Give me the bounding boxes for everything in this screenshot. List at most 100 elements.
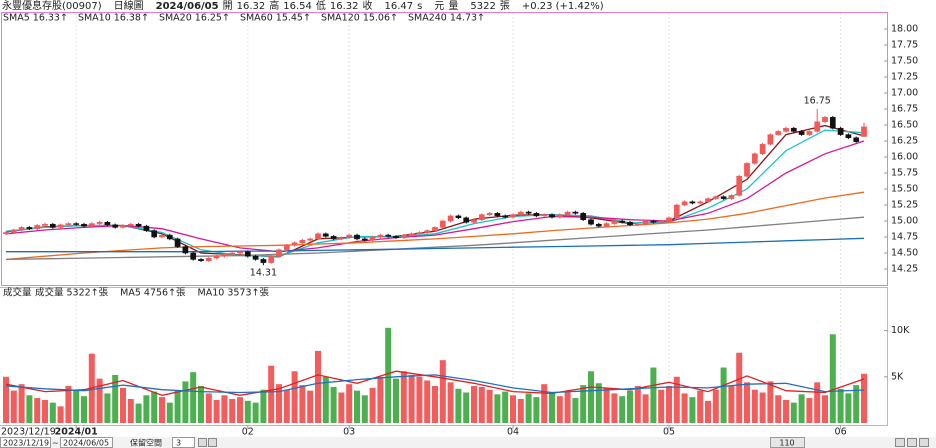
volume-bar [611, 393, 618, 423]
candle-body [361, 238, 368, 241]
y-tick-label: 18.00 [891, 24, 918, 35]
volume-bar [81, 396, 87, 423]
volume-bar [517, 398, 524, 423]
candle-body [377, 234, 384, 238]
x-tick-label: 06 [835, 427, 847, 438]
zoom-in-button[interactable] [198, 438, 207, 447]
candle-body [494, 213, 501, 217]
candle-body [104, 222, 111, 226]
candle-body [369, 236, 376, 241]
volume-bar [385, 327, 392, 423]
volume-bar [244, 400, 251, 423]
y-tick-label: 5K [891, 371, 904, 382]
candle-body [471, 219, 477, 223]
volume-bar [541, 384, 548, 423]
y-tick-label: 17.00 [891, 88, 918, 99]
volume-bar [642, 394, 649, 423]
candle-body [595, 223, 602, 227]
header: 永豐優息存股(00907) 日線圖 2024/06/05 開 16.32 高 16.54 低 1… [2, 0, 604, 12]
legend-name: SMA240 [408, 13, 447, 24]
volume-bar [705, 400, 711, 423]
candle-body [18, 227, 25, 231]
legend-name: MA5 [120, 288, 141, 299]
volume-bar [736, 352, 743, 423]
zoom-out-button[interactable] [208, 438, 217, 447]
candle-body [10, 229, 17, 233]
candle-body [541, 214, 548, 217]
candle-body [822, 117, 828, 123]
volume-bar [3, 376, 9, 423]
volume-bar [96, 378, 103, 423]
volume-bar [377, 376, 384, 423]
legend-value: 16.25↑ [195, 13, 230, 24]
candle-body [322, 233, 329, 237]
volume-bar [268, 365, 275, 423]
legend-value: 5322↑張 [67, 288, 109, 299]
volume-bar [346, 384, 353, 423]
candle-body [96, 222, 103, 224]
volume-bar [697, 390, 704, 423]
ma-line [5, 216, 865, 261]
volume-bar [790, 402, 797, 423]
candle-body [190, 252, 197, 260]
volume-bar [190, 372, 197, 423]
candle-body [853, 137, 860, 142]
candle-body [408, 233, 415, 236]
settings-button[interactable] [919, 438, 929, 447]
candle-body [385, 234, 392, 237]
header-item: 日線圖 [114, 0, 144, 12]
candle-body [143, 225, 150, 231]
volume-bar [229, 398, 236, 423]
volume-bar [198, 386, 204, 423]
scroll-left-button[interactable] [895, 438, 905, 447]
x-tick-label: 2023/12/19 [1, 427, 56, 438]
volume-bar [853, 385, 860, 423]
header-item: 量 [448, 0, 458, 12]
candle-body [829, 117, 836, 129]
volume-bar [120, 387, 126, 423]
candle-body [634, 223, 641, 226]
volume-bar [49, 402, 56, 423]
candle-body [260, 259, 267, 263]
volume-bar [798, 394, 805, 423]
volume-bar [315, 350, 321, 423]
volume-bar [619, 396, 626, 423]
volume-bar [361, 395, 368, 423]
volume-bar [393, 378, 399, 423]
candle-body [88, 223, 95, 227]
from-date: 2023/12/19 [3, 439, 49, 448]
candle-body [775, 131, 782, 135]
volume-bar [650, 367, 657, 423]
candle-body [276, 249, 282, 257]
volume-bar [299, 385, 306, 423]
volume-bar [135, 403, 142, 423]
y-tick-label: 10K [891, 325, 910, 336]
header-item: 5322 [470, 1, 495, 12]
legend-name: 成交量 [35, 287, 64, 299]
candle-body [57, 224, 64, 228]
footer-bar [0, 437, 936, 448]
keep-label: 保留空間 [130, 438, 162, 448]
candle-body [533, 213, 540, 217]
legend-name: SMA5 [3, 13, 30, 24]
candle-body [783, 127, 789, 132]
y-tick-label: 16.00 [891, 152, 918, 163]
candle-body [439, 220, 446, 228]
candle-body [517, 211, 524, 215]
candle-body [619, 220, 626, 223]
candle-body [166, 234, 173, 240]
candle-body [120, 225, 126, 228]
candle-body [315, 233, 321, 240]
volume-bar [205, 393, 212, 423]
candle-body [447, 215, 454, 222]
volume-bar [486, 389, 493, 423]
y-tick-label: 14.50 [891, 248, 918, 259]
candle-body [205, 257, 212, 261]
scroll-right-button[interactable] [907, 438, 917, 447]
x-tick-label: 04 [507, 427, 519, 438]
to-date: 2024/06/05 [63, 439, 109, 448]
volume-bar [759, 392, 766, 423]
volume-bar [627, 390, 633, 423]
candle-body [346, 234, 353, 238]
candle-body [525, 211, 532, 214]
